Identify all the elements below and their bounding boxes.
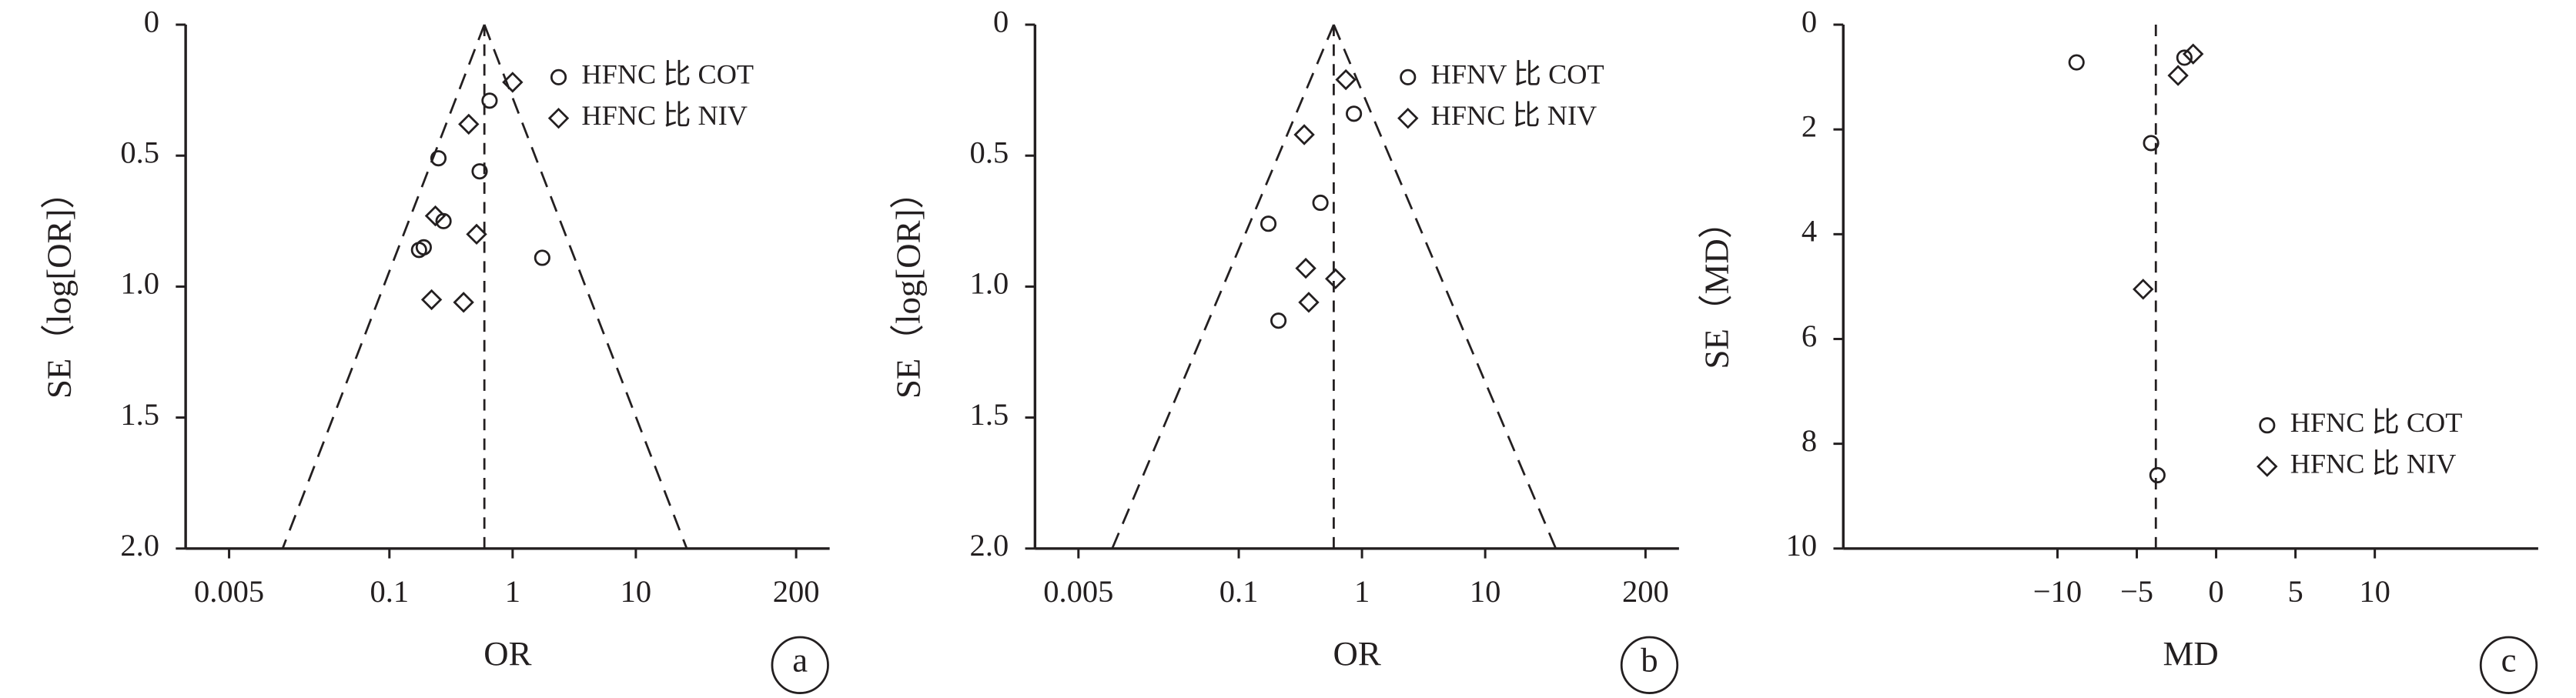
panel-label-ring (1620, 636, 1679, 694)
legend-label: HFNC 比 NIV (1431, 100, 1597, 131)
x-axis-label: OR (1333, 634, 1381, 673)
diamond-marker (502, 72, 524, 93)
y-tick-label: 10 (1786, 528, 1818, 563)
funnel-line (1333, 24, 1557, 549)
diamond-marker (2133, 279, 2154, 300)
x-tick-label: 0.1 (370, 574, 409, 609)
y-axis-label: SE（MD） (1698, 204, 1736, 369)
y-axis-label: SE（log[OR]） (39, 175, 78, 399)
x-tick-label: 200 (1622, 574, 1669, 609)
x-tick-label: −10 (2033, 574, 2082, 609)
legend-marker (1400, 68, 1417, 85)
circle-marker (410, 242, 427, 259)
x-tick-label: 0.005 (194, 574, 264, 609)
y-tick-label: 1.5 (120, 397, 159, 432)
panel: 0 2 4 6 8 10 −10 −5 0 5 10 MD SE（MD） c (1698, 4, 2538, 694)
x-tick-label: 0.005 (1043, 574, 1113, 609)
panel-label: c (2501, 640, 2517, 679)
y-tick-label: 8 (1802, 423, 1817, 458)
circle-marker (1346, 105, 1363, 122)
legend-marker (1397, 107, 1419, 129)
y-tick-label: 0.5 (970, 135, 1009, 170)
circle-marker (471, 163, 488, 180)
diamond-marker (2167, 65, 2189, 86)
x-tick-label: 5 (2287, 574, 2303, 609)
legend-marker (2259, 417, 2276, 434)
circle-marker (2149, 466, 2166, 484)
y-tick-label: 1.0 (970, 266, 1009, 301)
x-tick-label: 1 (505, 574, 520, 609)
y-tick-label: 2 (1802, 109, 1817, 143)
y-tick-label: 4 (1802, 214, 1817, 249)
circle-marker (2143, 135, 2159, 152)
x-tick-label: 0.1 (1219, 574, 1259, 609)
diamond-marker (424, 205, 447, 227)
circle-marker (430, 150, 447, 167)
circle-marker (2176, 49, 2193, 66)
x-tick-label: 1 (1354, 574, 1370, 609)
funnel-line (483, 24, 688, 549)
diamond-marker (1295, 257, 1316, 279)
panel: 0 0.5 1.0 1.5 2.0 0.005 0.1 1 10 200 OR SE（log[OR]）… (39, 4, 830, 694)
legend-marker (547, 107, 570, 129)
diamond-marker (1335, 68, 1357, 91)
x-tick-label: 10 (1470, 574, 1501, 609)
legend-label: HFNC 比 NIV (2290, 448, 2457, 479)
panel-label-ring (771, 636, 829, 694)
circle-marker (2068, 54, 2085, 71)
y-tick-label: 1.0 (120, 266, 159, 301)
panel-label: b (1641, 640, 1658, 679)
x-tick-label: 0 (2208, 574, 2223, 609)
panel-label: a (792, 640, 808, 679)
x-tick-label: 10 (2359, 574, 2390, 609)
funnel-line (1111, 24, 1335, 549)
y-tick-label: 6 (1802, 319, 1817, 353)
x-tick-label: 200 (773, 574, 820, 609)
legend-label: HFNC 比 COT (2290, 407, 2463, 438)
y-tick-label: 2.0 (970, 528, 1009, 563)
y-tick-label: 0 (1802, 4, 1817, 38)
x-tick-label: −5 (2120, 574, 2153, 609)
circle-marker (1270, 312, 1287, 329)
diamond-marker (2182, 43, 2204, 65)
legend-label: HFNC 比 NIV (581, 100, 748, 131)
diamond-marker (1298, 292, 1320, 313)
circle-marker (481, 92, 498, 109)
legend-label: HFNC 比 COT (581, 59, 754, 90)
x-axis-label: MD (2163, 634, 2219, 673)
circle-marker (1260, 215, 1277, 232)
y-tick-label: 2.0 (120, 528, 159, 563)
legend-label: HFNV 比 COT (1431, 59, 1604, 90)
y-tick-label: 0 (144, 4, 159, 38)
diamond-marker (453, 292, 474, 313)
y-tick-label: 0 (993, 4, 1009, 38)
x-axis-label: OR (483, 634, 531, 673)
diamond-marker (458, 113, 480, 135)
panel: 0 0.5 1.0 1.5 2.0 0.005 0.1 1 10 200 OR SE（log[OR]）… (889, 4, 1679, 694)
panel-label-ring (2479, 636, 2538, 694)
diamond-marker (466, 223, 487, 245)
legend-marker (2257, 456, 2278, 477)
legend-marker (550, 68, 567, 85)
diamond-marker (1325, 268, 1347, 289)
x-tick-label: 10 (621, 574, 652, 609)
funnel-line (281, 24, 486, 549)
diamond-marker (1293, 124, 1315, 145)
circle-marker (534, 249, 550, 266)
circle-marker (1312, 194, 1329, 212)
diamond-marker (420, 289, 443, 311)
y-tick-label: 0.5 (120, 135, 159, 170)
y-tick-label: 1.5 (970, 397, 1009, 432)
y-axis-label: SE（log[OR]） (889, 175, 928, 399)
